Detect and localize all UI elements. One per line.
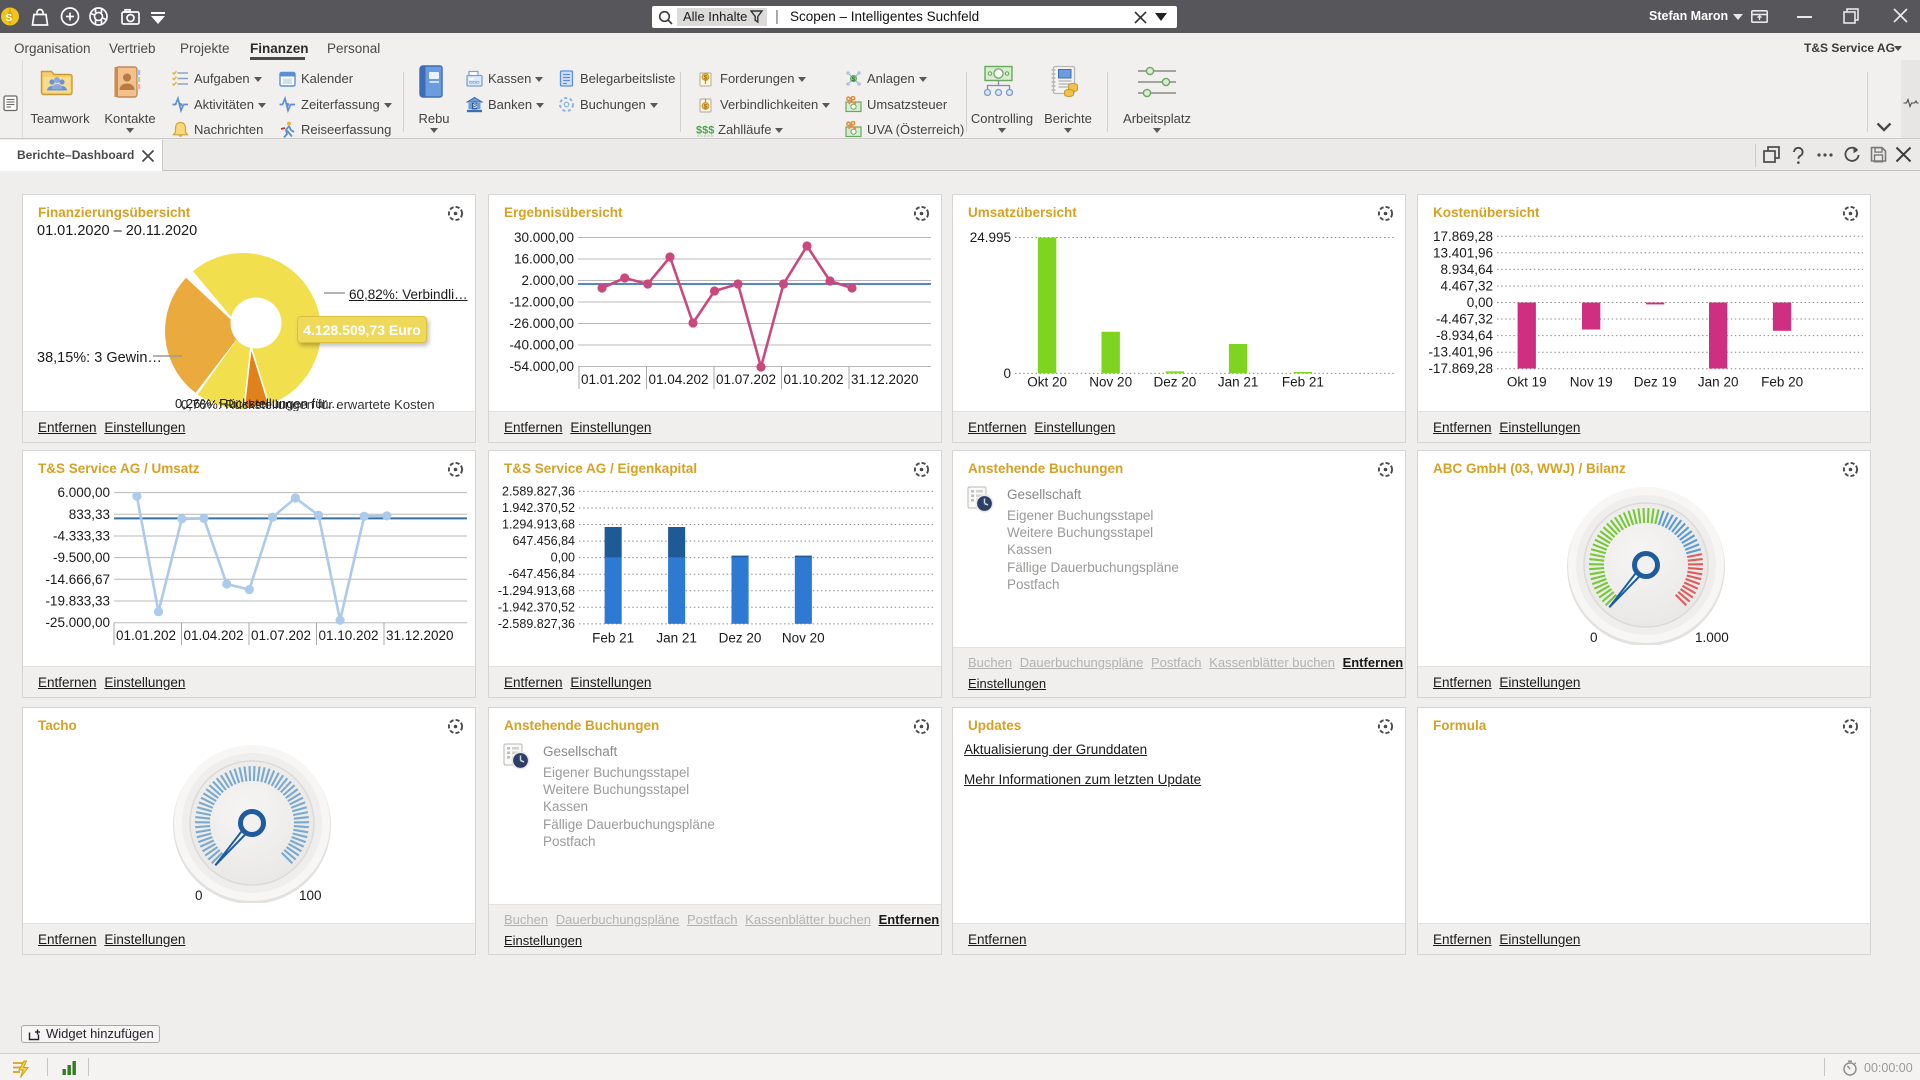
- svg-text:Feb 20: Feb 20: [1761, 375, 1803, 390]
- svg-text:Dez 20: Dez 20: [719, 631, 762, 646]
- svg-text:833,33: 833,33: [69, 507, 110, 522]
- svg-text:0: 0: [1003, 366, 1011, 381]
- svg-text:Feb 21: Feb 21: [1282, 375, 1324, 390]
- svg-text:S: S: [6, 13, 13, 24]
- svg-text:-1.294.913,68: -1.294.913,68: [498, 584, 575, 598]
- svg-text:01.10.202: 01.10.202: [319, 628, 379, 643]
- svg-text:16.000,00: 16.000,00: [514, 252, 574, 267]
- svg-text:4.467,32: 4.467,32: [1440, 279, 1493, 294]
- svg-text:Nov 20: Nov 20: [1089, 375, 1132, 390]
- svg-text:-40.000,00: -40.000,00: [509, 338, 574, 353]
- svg-text:-4.333,33: -4.333,33: [53, 529, 110, 544]
- svg-text:01.04.202: 01.04.202: [184, 628, 244, 643]
- svg-text:S: S: [473, 103, 478, 110]
- svg-text:$: $: [704, 74, 708, 81]
- svg-text:01.07.202: 01.07.202: [251, 628, 311, 643]
- svg-text:31.12.2020: 31.12.2020: [386, 628, 454, 643]
- svg-text:Feb 21: Feb 21: [592, 631, 634, 646]
- svg-text:Okt 20: Okt 20: [1027, 375, 1067, 390]
- svg-text:Jan 21: Jan 21: [656, 631, 697, 646]
- svg-text:1.942.370,52: 1.942.370,52: [502, 501, 575, 515]
- svg-text:$: $: [704, 103, 708, 110]
- svg-text:Jan 21: Jan 21: [1218, 375, 1259, 390]
- svg-text:1.294.913,68: 1.294.913,68: [502, 518, 575, 532]
- svg-text:-54.000,00: -54.000,00: [509, 359, 574, 374]
- svg-text:$: $: [852, 77, 856, 83]
- svg-text:-647.456,84: -647.456,84: [508, 567, 575, 581]
- svg-text:-17.869,28: -17.869,28: [1428, 361, 1493, 376]
- svg-text:0,00: 0,00: [1467, 295, 1493, 310]
- svg-text:30.000,00: 30.000,00: [514, 230, 574, 245]
- svg-text:01.01.202: 01.01.202: [581, 372, 641, 387]
- svg-text:-19.833,33: -19.833,33: [45, 594, 110, 609]
- svg-text:Nov 20: Nov 20: [782, 631, 825, 646]
- svg-text:Jan 20: Jan 20: [1698, 375, 1739, 390]
- svg-text:6.000,00: 6.000,00: [57, 485, 110, 500]
- svg-text:-26.000,00: -26.000,00: [509, 316, 574, 331]
- svg-text:24.995: 24.995: [970, 230, 1011, 245]
- svg-text:13.401,96: 13.401,96: [1433, 245, 1493, 260]
- svg-text:$$$: $$$: [696, 125, 714, 137]
- svg-text:-14.666,67: -14.666,67: [45, 572, 110, 587]
- svg-text:01.01.202: 01.01.202: [116, 628, 176, 643]
- svg-text:01.07.202: 01.07.202: [716, 372, 776, 387]
- svg-text:-1.942.370,52: -1.942.370,52: [498, 600, 575, 614]
- svg-text:8.934,64: 8.934,64: [1440, 262, 1493, 277]
- svg-text:01.04.202: 01.04.202: [649, 372, 709, 387]
- svg-text:-9.500,00: -9.500,00: [53, 550, 110, 565]
- svg-text:Dez 20: Dez 20: [1154, 375, 1197, 390]
- svg-text:2.589.827,36: 2.589.827,36: [502, 484, 575, 498]
- svg-text:-13.401,96: -13.401,96: [1428, 345, 1493, 360]
- svg-text:-12.000,00: -12.000,00: [509, 295, 574, 310]
- svg-text:2.000,00: 2.000,00: [521, 273, 574, 288]
- svg-text:Okt 19: Okt 19: [1507, 375, 1547, 390]
- svg-text:Dez 19: Dez 19: [1634, 375, 1677, 390]
- svg-text:-8.934,64: -8.934,64: [1436, 328, 1494, 343]
- svg-text:01.10.202: 01.10.202: [784, 372, 844, 387]
- svg-text:-4.467,32: -4.467,32: [1436, 312, 1493, 327]
- svg-text:Nov 19: Nov 19: [1570, 375, 1613, 390]
- svg-text:31.12.2020: 31.12.2020: [851, 372, 919, 387]
- svg-text:-25.000,00: -25.000,00: [45, 615, 110, 630]
- svg-text:647.456,84: 647.456,84: [512, 534, 575, 548]
- svg-text:17.869,28: 17.869,28: [1433, 229, 1493, 244]
- svg-text:-2.589.827,36: -2.589.827,36: [498, 617, 575, 631]
- svg-text:0,00: 0,00: [551, 551, 575, 565]
